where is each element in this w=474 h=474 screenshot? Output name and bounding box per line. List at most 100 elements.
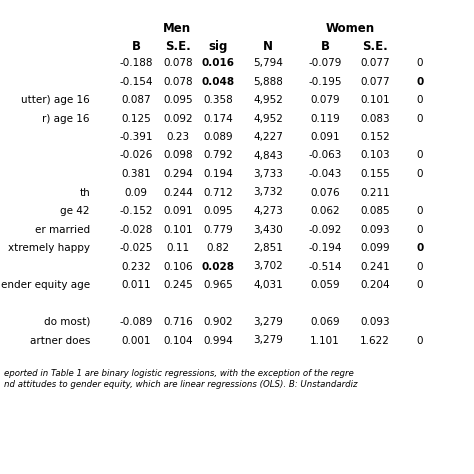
Text: 4,952: 4,952 <box>253 95 283 105</box>
Text: utter) age 16: utter) age 16 <box>21 95 90 105</box>
Text: 0.095: 0.095 <box>163 95 193 105</box>
Text: 0.085: 0.085 <box>360 206 390 216</box>
Text: 0.104: 0.104 <box>163 336 193 346</box>
Text: -0.154: -0.154 <box>119 76 153 86</box>
Text: 0.994: 0.994 <box>203 336 233 346</box>
Text: 0.101: 0.101 <box>360 95 390 105</box>
Text: 0.062: 0.062 <box>310 206 340 216</box>
Text: 0.093: 0.093 <box>360 225 390 235</box>
Text: -0.188: -0.188 <box>119 58 153 68</box>
Text: -0.152: -0.152 <box>119 206 153 216</box>
Text: 0: 0 <box>416 243 424 253</box>
Text: r) age 16: r) age 16 <box>43 113 90 124</box>
Text: ender equity age: ender equity age <box>1 280 90 290</box>
Text: 0: 0 <box>417 336 423 346</box>
Text: 0.204: 0.204 <box>360 280 390 290</box>
Text: 0.077: 0.077 <box>360 76 390 86</box>
Text: B: B <box>131 40 140 53</box>
Text: 0.092: 0.092 <box>163 113 193 124</box>
Text: 0.077: 0.077 <box>360 58 390 68</box>
Text: 0.099: 0.099 <box>360 243 390 253</box>
Text: 1.101: 1.101 <box>310 336 340 346</box>
Text: 0.716: 0.716 <box>163 317 193 327</box>
Text: 0.079: 0.079 <box>310 95 340 105</box>
Text: 3,279: 3,279 <box>253 336 283 346</box>
Text: 0: 0 <box>417 58 423 68</box>
Text: 0.792: 0.792 <box>203 151 233 161</box>
Text: 5,794: 5,794 <box>253 58 283 68</box>
Text: -0.026: -0.026 <box>119 151 153 161</box>
Text: 4,843: 4,843 <box>253 151 283 161</box>
Text: S.E.: S.E. <box>362 40 388 53</box>
Text: 0.241: 0.241 <box>360 262 390 272</box>
Text: 0.09: 0.09 <box>125 188 147 198</box>
Text: 0: 0 <box>417 151 423 161</box>
Text: -0.391: -0.391 <box>119 132 153 142</box>
Text: 0.059: 0.059 <box>310 280 340 290</box>
Text: 0: 0 <box>417 95 423 105</box>
Text: -0.089: -0.089 <box>119 317 153 327</box>
Text: 0.069: 0.069 <box>310 317 340 327</box>
Text: 0.103: 0.103 <box>360 151 390 161</box>
Text: 0.098: 0.098 <box>163 151 193 161</box>
Text: 3,430: 3,430 <box>253 225 283 235</box>
Text: 0.712: 0.712 <box>203 188 233 198</box>
Text: N: N <box>263 40 273 53</box>
Text: nd attitudes to gender equity, which are linear regressions (OLS). B: Unstandard: nd attitudes to gender equity, which are… <box>4 380 357 389</box>
Text: 0.965: 0.965 <box>203 280 233 290</box>
Text: S.E.: S.E. <box>165 40 191 53</box>
Text: 0.82: 0.82 <box>207 243 229 253</box>
Text: 0.093: 0.093 <box>360 317 390 327</box>
Text: 0.232: 0.232 <box>121 262 151 272</box>
Text: 4,952: 4,952 <box>253 113 283 124</box>
Text: 0.245: 0.245 <box>163 280 193 290</box>
Text: 0.779: 0.779 <box>203 225 233 235</box>
Text: 3,733: 3,733 <box>253 169 283 179</box>
Text: 0.106: 0.106 <box>163 262 193 272</box>
Text: 3,732: 3,732 <box>253 188 283 198</box>
Text: 0.23: 0.23 <box>166 132 190 142</box>
Text: 0.089: 0.089 <box>203 132 233 142</box>
Text: 0.155: 0.155 <box>360 169 390 179</box>
Text: 0.101: 0.101 <box>163 225 193 235</box>
Text: 0.358: 0.358 <box>203 95 233 105</box>
Text: 0.174: 0.174 <box>203 113 233 124</box>
Text: -0.079: -0.079 <box>308 58 342 68</box>
Text: th: th <box>79 188 90 198</box>
Text: 0.211: 0.211 <box>360 188 390 198</box>
Text: 0.294: 0.294 <box>163 169 193 179</box>
Text: 0: 0 <box>417 113 423 124</box>
Text: sig: sig <box>208 40 228 53</box>
Text: -0.063: -0.063 <box>308 151 342 161</box>
Text: 2,851: 2,851 <box>253 243 283 253</box>
Text: B: B <box>320 40 329 53</box>
Text: 0.076: 0.076 <box>310 188 340 198</box>
Text: 0: 0 <box>417 206 423 216</box>
Text: 5,888: 5,888 <box>253 76 283 86</box>
Text: 0.381: 0.381 <box>121 169 151 179</box>
Text: 0: 0 <box>417 169 423 179</box>
Text: artner does: artner does <box>29 336 90 346</box>
Text: 3,702: 3,702 <box>253 262 283 272</box>
Text: 0.11: 0.11 <box>166 243 190 253</box>
Text: er married: er married <box>35 225 90 235</box>
Text: Men: Men <box>163 22 191 35</box>
Text: 0.091: 0.091 <box>310 132 340 142</box>
Text: 0.119: 0.119 <box>310 113 340 124</box>
Text: 0: 0 <box>417 262 423 272</box>
Text: 3,279: 3,279 <box>253 317 283 327</box>
Text: 0.048: 0.048 <box>201 76 235 86</box>
Text: 0.011: 0.011 <box>121 280 151 290</box>
Text: 0.091: 0.091 <box>163 206 193 216</box>
Text: xtremely happy: xtremely happy <box>8 243 90 253</box>
Text: 0.028: 0.028 <box>201 262 235 272</box>
Text: -0.514: -0.514 <box>308 262 342 272</box>
Text: 0: 0 <box>417 280 423 290</box>
Text: Women: Women <box>326 22 374 35</box>
Text: 0.083: 0.083 <box>360 113 390 124</box>
Text: -0.092: -0.092 <box>308 225 342 235</box>
Text: ge 42: ge 42 <box>61 206 90 216</box>
Text: 4,227: 4,227 <box>253 132 283 142</box>
Text: 0.095: 0.095 <box>203 206 233 216</box>
Text: 0.194: 0.194 <box>203 169 233 179</box>
